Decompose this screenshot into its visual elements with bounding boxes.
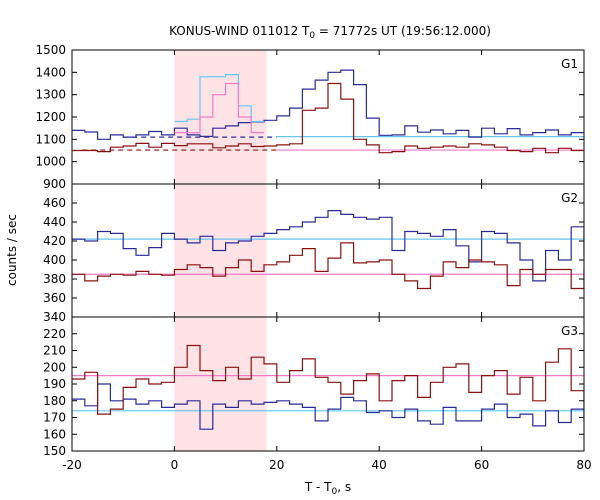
x-tick-label: 20 bbox=[269, 458, 284, 472]
x-axis-title-tail: , s bbox=[337, 480, 351, 494]
x-tick-label: 60 bbox=[474, 458, 489, 472]
y-tick-label: 440 bbox=[43, 215, 66, 229]
series-dark-red-line bbox=[72, 82, 584, 154]
y-tick-label: 150 bbox=[43, 444, 66, 458]
series-dark-blue-line bbox=[72, 69, 584, 140]
highlight-band bbox=[174, 50, 267, 184]
y-tick-label: 1500 bbox=[35, 43, 66, 57]
x-axis-title-subscript: 0 bbox=[332, 487, 338, 497]
y-tick-label: 360 bbox=[43, 291, 66, 305]
y-axis-title: counts / sec bbox=[5, 214, 19, 286]
y-tick-label: 170 bbox=[43, 411, 66, 425]
panel-label-g1: G1 bbox=[561, 57, 578, 71]
panel-label-g2: G2 bbox=[561, 191, 578, 205]
y-tick-label: 900 bbox=[43, 177, 66, 191]
x-axis-title-main: T - T bbox=[304, 480, 332, 494]
series-dark-red-line bbox=[72, 344, 584, 415]
panel-frame bbox=[71, 49, 585, 185]
panel-g2: 340 360 380 400 420 440 460 G2 bbox=[43, 183, 585, 324]
series-light-blue-line bbox=[174, 74, 264, 123]
series-dark-blue-line bbox=[72, 383, 584, 430]
panel-g1: 900 1000 1100 1200 1300 1400 1500 G1 bbox=[35, 43, 585, 191]
panel-label-g3: G3 bbox=[561, 324, 578, 338]
x-tick-label: 40 bbox=[372, 458, 387, 472]
x-tick-label: 0 bbox=[171, 458, 179, 472]
y-tick-label: 420 bbox=[43, 234, 66, 248]
panels-group: 900100011001200130014001500G134036038040… bbox=[35, 43, 591, 472]
series-dark-red-line bbox=[72, 242, 584, 290]
x-tick-label: 80 bbox=[576, 458, 591, 472]
chart-title-tail: = 71772s UT (19:56:12.000) bbox=[315, 24, 491, 38]
chart-title-main: KONUS-WIND 011012 T bbox=[169, 24, 310, 38]
series-dark-blue-line bbox=[72, 210, 584, 282]
series-pink-line bbox=[174, 82, 264, 134]
y-tick-label: 1400 bbox=[35, 65, 66, 79]
y-tick-label: 180 bbox=[43, 394, 66, 408]
chart-title-subscript: 0 bbox=[309, 31, 315, 41]
y-tick-label: 380 bbox=[43, 272, 66, 286]
y-tick-label: 220 bbox=[43, 327, 66, 341]
y-tick-label: 200 bbox=[43, 360, 66, 374]
y-tick-label: 340 bbox=[43, 310, 66, 324]
chart-title: KONUS-WIND 011012 T0 = 71772s UT (19:56:… bbox=[169, 24, 491, 41]
y-tick-label: 160 bbox=[43, 427, 66, 441]
y-tick-label: 460 bbox=[43, 196, 66, 210]
y-tick-label: 400 bbox=[43, 253, 66, 267]
x-tick-label: -20 bbox=[62, 458, 82, 472]
x-axis-title: T - T0, s bbox=[304, 480, 351, 497]
y-tick-label: 1000 bbox=[35, 155, 66, 169]
y-tick-label: 1300 bbox=[35, 88, 66, 102]
y-tick-label: 210 bbox=[43, 344, 66, 358]
y-tick-label: 1200 bbox=[35, 110, 66, 124]
panel-g3: 150 160 170 180 190 200 210 220 G3 bbox=[43, 316, 585, 458]
y-tick-label: 1100 bbox=[35, 132, 66, 146]
highlight-band bbox=[174, 317, 267, 451]
y-tick-label: 190 bbox=[43, 377, 66, 391]
